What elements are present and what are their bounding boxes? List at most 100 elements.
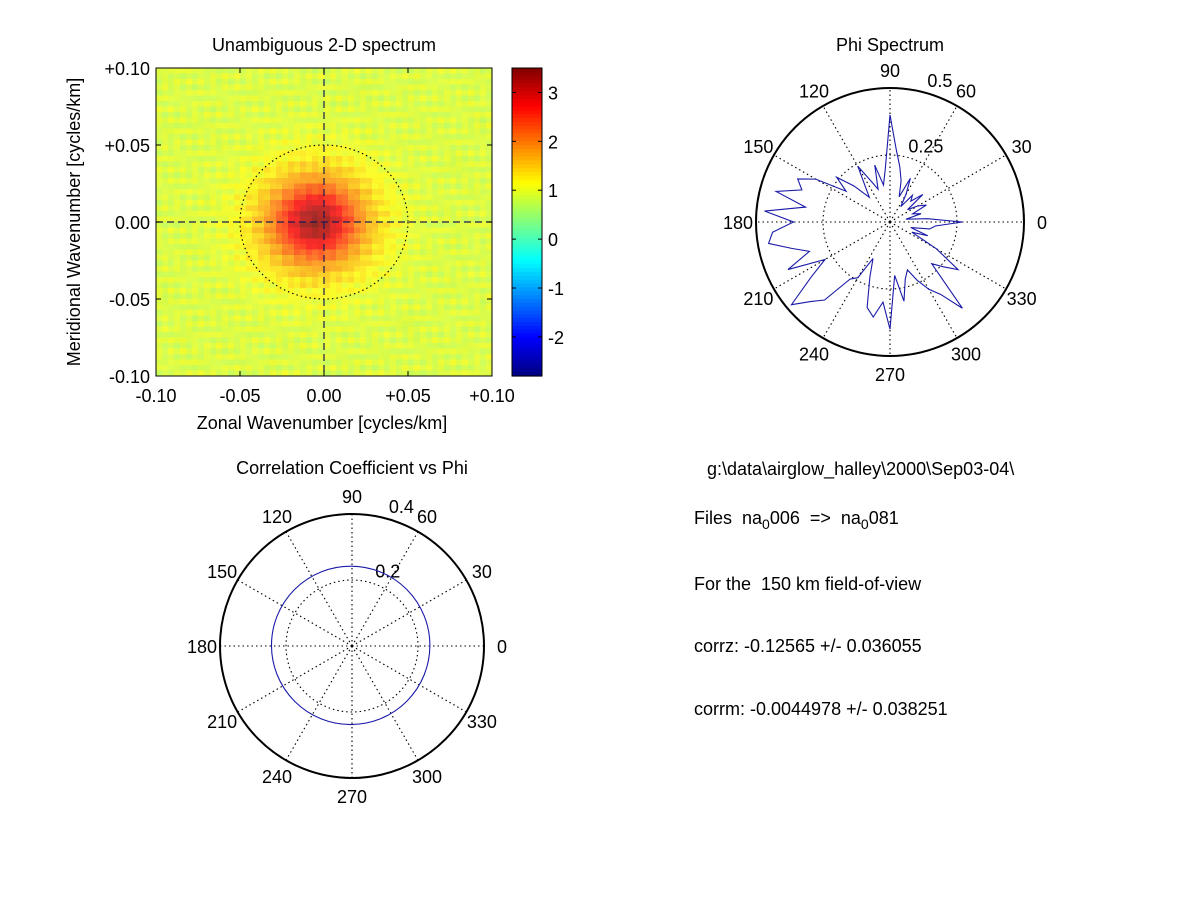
colorbar-band — [512, 233, 542, 238]
colorbar-band — [512, 322, 542, 327]
phi-angle-label: 270 — [875, 365, 905, 385]
corrz-line: corrz: -0.12565 +/- 0.036055 — [694, 636, 922, 656]
colorbar-band — [512, 364, 542, 369]
colorbar: 3 2 1 0 -1 -2 — [511, 67, 564, 377]
heatmap-y-tick-label: 0.00 — [115, 213, 150, 233]
colorbar-band — [512, 68, 542, 73]
colorbar-band — [512, 152, 542, 158]
corr-spoke — [351, 531, 419, 647]
colorbar-tick-label: 2 — [548, 132, 558, 152]
colorbar-band — [512, 252, 542, 258]
phi-spoke — [773, 154, 891, 223]
colorbar-band — [512, 345, 542, 350]
colorbar-band — [512, 337, 542, 342]
colorbar-band — [512, 102, 542, 108]
files-end: 081 — [868, 508, 899, 528]
corr-outer-circle — [219, 513, 485, 779]
phi-angle-label: 60 — [956, 81, 976, 101]
phi-spectrum-title: Phi Spectrum — [836, 35, 944, 55]
corr-angle-label: 240 — [262, 767, 292, 787]
phi-spoke — [889, 105, 958, 223]
colorbar-tick-label: 3 — [548, 83, 558, 103]
colorbar-band — [512, 137, 542, 142]
colorbar-band — [512, 94, 542, 100]
phi-angle-label: 30 — [1012, 137, 1032, 157]
corr-radial-gridline — [285, 579, 419, 713]
corr-angle-label: 330 — [467, 712, 497, 732]
colorbar-band — [512, 75, 542, 81]
colorbar-band — [512, 218, 542, 223]
heatmap-y-ticks: +0.10 +0.05 0.00 -0.05 -0.10 — [104, 59, 492, 387]
colorbar-band — [512, 352, 542, 358]
colorbar-band — [512, 83, 542, 88]
heatmap-x-tick-label: +0.05 — [385, 386, 431, 406]
colorbar-band — [512, 141, 542, 146]
colorbar-band — [512, 241, 542, 246]
files-sub-1: 0 — [762, 516, 770, 532]
heatmap-dotted-circle — [239, 144, 409, 300]
colorbar-band — [512, 225, 542, 231]
colorbar-band — [512, 133, 542, 138]
colorbar-band — [512, 237, 542, 242]
colorbar-band — [512, 341, 542, 346]
corrm-line: corrm: -0.0044978 +/- 0.038251 — [694, 699, 948, 719]
colorbar-band — [512, 121, 542, 127]
heatmap-y-label: Meridional Wavenumber [cycles/km] — [64, 78, 84, 366]
phi-spoke — [889, 221, 1007, 290]
phi-angle-label: 240 — [799, 345, 829, 365]
corr-radial-label: 0.2 — [375, 561, 400, 581]
colorbar-band — [512, 229, 542, 235]
colorbar-band — [512, 156, 542, 161]
colorbar-band — [512, 325, 542, 331]
phi-angle-label: 120 — [799, 81, 829, 101]
colorbar-band — [512, 160, 542, 165]
heatmap-x-ticks: -0.10 -0.05 0.00 +0.05 +0.10 — [135, 68, 515, 406]
colorbar-band — [512, 110, 542, 115]
phi-spoke — [773, 221, 891, 290]
data-path: g:\data\airglow_halley\2000\Sep03-04\ — [707, 459, 1015, 479]
heatmap-y-tick-label: +0.10 — [104, 59, 150, 79]
corr-angle-label: 180 — [187, 637, 217, 657]
colorbar-band — [512, 295, 542, 300]
files-prefix: Files na — [694, 508, 763, 528]
colorbar-tick-label: 0 — [548, 230, 558, 250]
correlation-polar: Correlation Coefficient vs Phi 906030033… — [187, 458, 507, 807]
colorbar-band — [512, 372, 542, 377]
colorbar-band — [512, 356, 542, 362]
colorbar-band — [512, 191, 542, 196]
colorbar-band — [512, 206, 542, 212]
heatmap-x-tick-label: +0.10 — [469, 386, 515, 406]
colorbar-band — [512, 333, 542, 339]
heatmap-y-tick-label: +0.05 — [104, 136, 150, 156]
phi-angle-label: 90 — [880, 61, 900, 81]
correlation-line — [270, 565, 431, 726]
colorbar-tick-label: -2 — [548, 328, 564, 348]
phi-radial-label: 0.25 — [908, 136, 943, 156]
phi-radial-label: 0.5 — [927, 71, 952, 91]
phi-angle-label: 210 — [743, 289, 773, 309]
colorbar-band — [512, 283, 542, 289]
colorbar-band — [512, 314, 542, 319]
colorbar-band — [512, 118, 542, 123]
corr-angle-label: 270 — [337, 787, 367, 807]
colorbar-band — [512, 245, 542, 250]
colorbar-band — [512, 129, 542, 135]
colorbar-band — [512, 171, 542, 177]
colorbar-band — [512, 71, 542, 77]
heatmap-plot: Unambiguous 2-D spectrum -0.10 -0.05 0.00 +… — [64, 35, 564, 433]
colorbar-band — [512, 175, 542, 181]
colorbar-band — [512, 222, 542, 227]
colorbar-band — [512, 198, 542, 204]
corr-angle-label: 150 — [207, 562, 237, 582]
corr-spoke — [351, 645, 467, 713]
colorbar-band — [512, 260, 542, 265]
colorbar-band — [512, 272, 542, 277]
colorbar-band — [512, 368, 542, 373]
corr-angle-label: 60 — [417, 507, 437, 527]
corr-angle-label: 120 — [262, 507, 292, 527]
corr-angle-label: 210 — [207, 712, 237, 732]
colorbar-band — [512, 349, 542, 354]
colorbar-band — [512, 256, 542, 262]
phi-spectrum-polar: Phi Spectrum 906030033030027024021018015… — [723, 35, 1047, 385]
